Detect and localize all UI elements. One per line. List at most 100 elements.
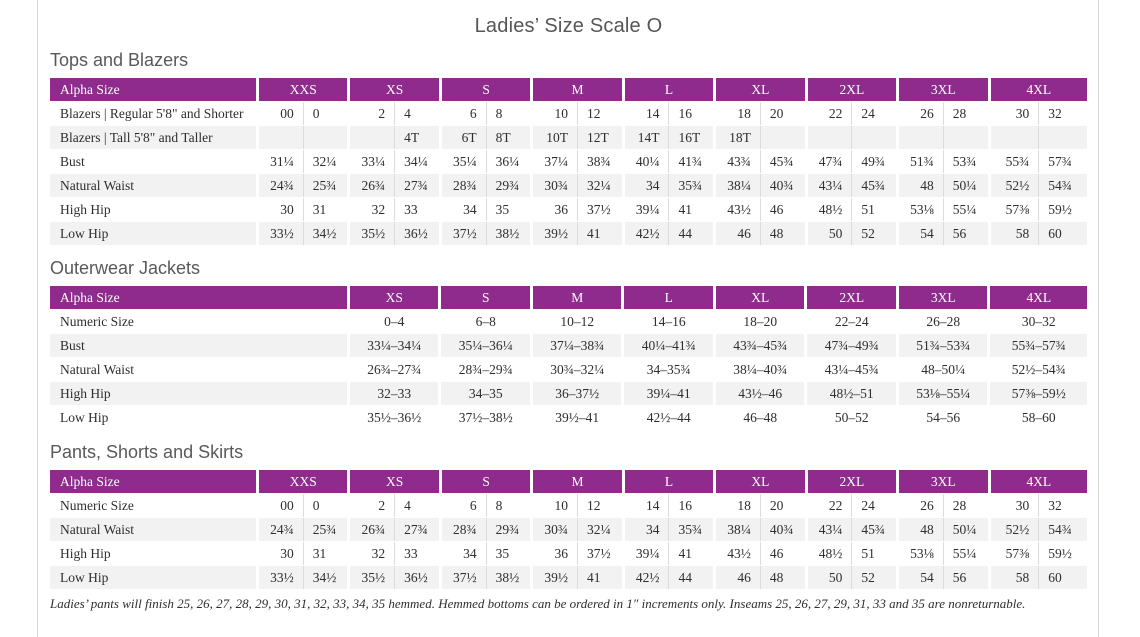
size-cell: 30 32 bbox=[991, 102, 1087, 125]
size-value: 14 bbox=[645, 106, 660, 121]
size-value: 52½ bbox=[1005, 522, 1030, 537]
size-cell: 38¼ 40¾ bbox=[716, 174, 805, 197]
size-value: 41 bbox=[577, 566, 622, 589]
size-value: 35½ bbox=[361, 570, 386, 585]
size-cell: 00 0 bbox=[259, 102, 347, 125]
size-value: 26 bbox=[920, 106, 934, 121]
size-cell: 36–37½ bbox=[532, 382, 622, 405]
size-cell: 48½ 51 bbox=[808, 542, 896, 565]
size-cell: 30 31 bbox=[259, 542, 347, 565]
size-value: 50¼ bbox=[942, 518, 988, 541]
size-value: 40¼ bbox=[635, 154, 660, 169]
size-value: 25¾ bbox=[302, 518, 348, 541]
size-cell: 43½ 46 bbox=[716, 542, 804, 565]
row-label-cell: Natural Waist bbox=[50, 518, 256, 541]
size-value: 2 bbox=[378, 498, 386, 513]
size-cell: 58 60 bbox=[990, 222, 1087, 245]
column-header-cell: XS bbox=[350, 286, 439, 309]
column-header-cell: 3XL bbox=[899, 470, 988, 493]
size-value: 0 bbox=[302, 102, 348, 125]
size-value: 00 bbox=[280, 106, 294, 121]
size-value: 00 bbox=[280, 498, 294, 513]
size-cell: 28¾–29¾ bbox=[458, 362, 513, 377]
size-cell: 28¾ 29¾ bbox=[441, 518, 531, 541]
size-value: 48½ bbox=[818, 202, 843, 217]
page-title: Ladies’ Size Scale O bbox=[474, 15, 663, 37]
size-value: 42½ bbox=[635, 226, 660, 241]
size-value: 26¾ bbox=[361, 178, 386, 193]
size-cell: 30¾ 32¼ bbox=[533, 174, 622, 197]
column-header-cell: 2XL bbox=[807, 286, 896, 309]
size-value: 27¾ bbox=[394, 518, 439, 541]
size-value: 31¼ bbox=[270, 154, 294, 169]
size-cell: 30 31 bbox=[259, 198, 347, 221]
size-cell: 54 56 bbox=[899, 566, 988, 589]
size-value: 60 bbox=[1038, 566, 1087, 589]
size-value: 45¾ bbox=[851, 518, 896, 541]
row-label-cell: Natural Waist bbox=[60, 362, 135, 377]
size-cell: 40¼ 41¾ bbox=[625, 150, 713, 173]
size-value: 8T bbox=[485, 126, 531, 149]
size-value: 45¾ bbox=[759, 150, 805, 173]
size-value: 36½ bbox=[394, 222, 439, 245]
size-cell: 54–56 bbox=[926, 410, 961, 425]
size-cell: 51¾ 53¾ bbox=[899, 150, 987, 173]
size-cell: 43¾ 45¾ bbox=[716, 150, 804, 173]
size-value: 32 bbox=[371, 202, 386, 217]
hemming-footnote: Ladies’ pants will finish 25, 26, 27, 28… bbox=[50, 596, 1026, 611]
size-value: 44 bbox=[668, 222, 713, 245]
column-header-label: Alpha Size bbox=[50, 470, 256, 493]
size-value: 37½ bbox=[577, 542, 622, 565]
size-cell: 34–35¾ bbox=[646, 362, 691, 377]
size-cell: 54 56 bbox=[899, 222, 988, 245]
size-value: 4 bbox=[394, 494, 439, 517]
size-cell: 47¾ 49¾ bbox=[808, 150, 896, 173]
size-value: 49¾ bbox=[851, 150, 896, 173]
size-value: 41¾ bbox=[668, 150, 713, 173]
row-label-cell: High Hip bbox=[50, 382, 347, 405]
size-cell: 35½ 36½ bbox=[350, 222, 439, 245]
size-value: 37½ bbox=[452, 226, 477, 241]
row-label-cell: High Hip bbox=[60, 202, 111, 217]
size-cell: 10–12 bbox=[560, 314, 595, 329]
size-cell: 14–16 bbox=[651, 314, 686, 329]
size-cell: 39½ 41 bbox=[533, 566, 622, 589]
size-cell: 10 12 bbox=[533, 102, 621, 125]
column-header-cell: S bbox=[441, 286, 530, 309]
size-value: 44 bbox=[668, 566, 713, 589]
size-value: 29¾ bbox=[485, 174, 531, 197]
size-value: 46 bbox=[737, 570, 751, 585]
section-heading-pants-shorts-skirts: Pants, Shorts and Skirts bbox=[50, 442, 244, 462]
column-header-cell: 4XL bbox=[990, 78, 1087, 101]
size-cell: 26–28 bbox=[926, 314, 961, 329]
row-label-cell: Blazers | Regular 5'8" and Shorter bbox=[60, 106, 244, 121]
column-header-cell: S bbox=[441, 470, 531, 493]
size-value: 34½ bbox=[302, 222, 348, 245]
size-value: 31 bbox=[302, 198, 348, 221]
size-value: 24¾ bbox=[270, 522, 294, 537]
size-cell: 34 35 bbox=[442, 542, 530, 565]
size-cell: 50–52 bbox=[834, 410, 869, 425]
size-value: 41 bbox=[668, 542, 713, 565]
column-header-label: Alpha Size bbox=[50, 78, 256, 101]
size-value: 50 bbox=[828, 226, 843, 241]
size-value: 33½ bbox=[270, 570, 294, 585]
size-cell: 28¾ 29¾ bbox=[441, 174, 531, 197]
size-value: 38½ bbox=[485, 566, 531, 589]
size-cell: 26¾–27¾ bbox=[367, 362, 422, 377]
row-label-cell: Bust bbox=[60, 154, 85, 169]
size-value: 37½ bbox=[452, 570, 477, 585]
size-value: 48 bbox=[920, 522, 934, 537]
size-value: 6T bbox=[461, 130, 477, 145]
size-value: 36 bbox=[554, 202, 569, 217]
size-cell: 52½ 54¾ bbox=[990, 174, 1087, 197]
size-cell: 35¼–36¼ bbox=[441, 334, 530, 357]
section-heading-outerwear-jackets: Outerwear Jackets bbox=[50, 258, 201, 278]
size-cell: 52½–54¾ bbox=[1011, 362, 1066, 377]
size-value: 39½ bbox=[544, 226, 569, 241]
size-value: 24 bbox=[851, 494, 896, 517]
size-value: 43½ bbox=[727, 546, 751, 561]
column-header-cell: 3XL bbox=[898, 286, 988, 309]
size-value: 20 bbox=[759, 102, 805, 125]
size-cell: 6–8 bbox=[475, 314, 496, 329]
